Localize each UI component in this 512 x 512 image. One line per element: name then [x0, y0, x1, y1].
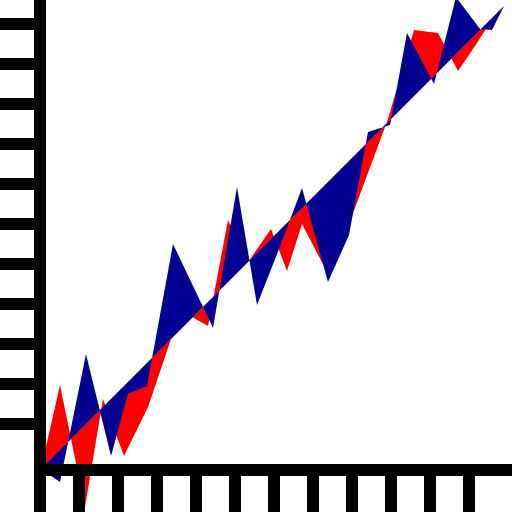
series-area-2	[41, 0, 504, 482]
series-area-1	[41, 6, 504, 507]
series-layer	[41, 0, 504, 507]
